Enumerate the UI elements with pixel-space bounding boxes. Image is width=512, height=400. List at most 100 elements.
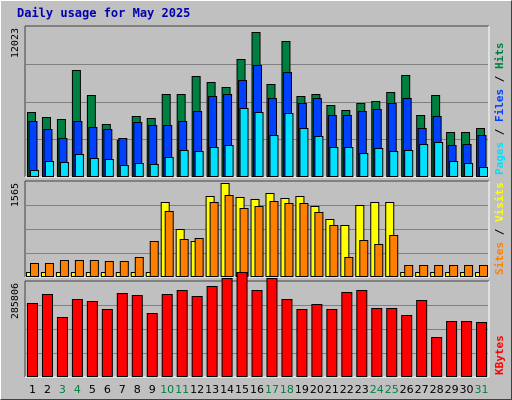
legend-visits: Visits	[493, 182, 506, 222]
legend-visits-sites: Sites / Visits	[493, 182, 506, 275]
pages-bar	[209, 147, 219, 177]
sites-bar	[434, 265, 444, 277]
sites-bar	[224, 195, 234, 277]
pages-bar	[254, 112, 264, 177]
pages-bar	[179, 150, 189, 177]
pages-bar	[164, 157, 174, 177]
day-label: 12	[190, 383, 204, 396]
day-label: 16	[250, 383, 264, 396]
kbytes-bar	[371, 308, 383, 377]
kbytes-bar	[341, 292, 353, 377]
day-label: 25	[385, 383, 399, 396]
day-label: 24	[370, 383, 384, 396]
kbytes-bar	[401, 315, 413, 377]
kbytes-bar	[446, 321, 458, 377]
sites-bar	[374, 244, 384, 277]
sites-bar	[164, 211, 174, 277]
files-bar	[28, 121, 38, 177]
kbytes-bar	[416, 300, 428, 377]
day-label: 28	[430, 383, 444, 396]
pages-bar	[44, 161, 54, 177]
pages-bar	[239, 108, 249, 177]
pages-bar	[224, 145, 234, 177]
pages-bar	[344, 147, 354, 177]
day-label: 6	[104, 383, 111, 396]
kbytes-bar	[131, 295, 143, 377]
day-label: 26	[400, 383, 414, 396]
pages-bar	[389, 151, 399, 177]
kbytes-bar	[86, 301, 98, 377]
visits-ymax-label: 1565	[10, 183, 21, 207]
pages-bar	[30, 170, 39, 177]
kbytes-bar	[326, 309, 338, 377]
pages-bar	[89, 158, 99, 177]
day-label: 2	[44, 383, 51, 396]
kbytes-bar	[476, 322, 488, 377]
day-label: 5	[89, 383, 96, 396]
day-label: 15	[235, 383, 249, 396]
sites-bar	[464, 265, 474, 277]
legend-pages: Pages	[493, 142, 506, 175]
kbytes-bar	[236, 272, 248, 377]
pages-bar	[329, 147, 339, 177]
sites-bar	[104, 261, 114, 277]
day-label: 14	[220, 383, 234, 396]
pages-bar	[134, 163, 144, 177]
pages-bar	[299, 128, 309, 177]
day-label: 21	[325, 383, 339, 396]
pages-bar	[74, 154, 84, 177]
chart-title: Daily usage for May 2025	[17, 6, 191, 20]
kbytes-bar	[56, 317, 68, 377]
sites-bar	[389, 235, 399, 277]
day-label: 20	[310, 383, 324, 396]
sites-bar	[329, 225, 339, 277]
sites-bar	[479, 265, 489, 277]
sites-bar	[299, 203, 309, 277]
day-label: 3	[59, 383, 66, 396]
kbytes-bar	[161, 294, 173, 377]
day-label: 13	[205, 383, 219, 396]
sites-bar	[359, 240, 369, 277]
legend-kbytes: KBytes	[493, 335, 506, 375]
kbytes-bar	[386, 308, 398, 377]
sites-bar	[194, 238, 204, 277]
hits-ymax-label: 12023	[10, 28, 21, 58]
pages-bar	[464, 163, 474, 177]
sites-bar	[134, 257, 144, 277]
sites-bar	[74, 260, 84, 277]
sites-bar	[449, 265, 459, 277]
day-label: 10	[160, 383, 174, 396]
pages-bar	[314, 136, 324, 177]
day-label: 17	[265, 383, 279, 396]
pages-bar	[284, 113, 294, 177]
day-label: 30	[460, 383, 474, 396]
kbytes-bar	[266, 278, 278, 377]
kbytes-bar	[356, 290, 368, 377]
pages-bar	[404, 150, 414, 177]
kbytes-bar	[461, 321, 473, 377]
day-label: 18	[280, 383, 294, 396]
pages-bar	[104, 159, 114, 177]
day-label: 1	[29, 383, 36, 396]
day-label: 23	[355, 383, 369, 396]
day-label: 4	[74, 383, 81, 396]
kbytes-bar	[71, 299, 83, 377]
sites-bar	[269, 201, 279, 277]
sites-bar	[59, 260, 69, 277]
day-label: 8	[134, 383, 141, 396]
sites-bar	[344, 257, 354, 277]
sites-bar	[314, 212, 324, 277]
sites-bar	[149, 241, 159, 277]
kbytes-ymax-label: 285806	[10, 283, 21, 319]
sites-bar	[119, 261, 129, 277]
sites-bar	[254, 206, 264, 277]
pages-bar	[419, 144, 429, 177]
kbytes-bar	[251, 290, 263, 377]
legend-sites: Sites	[493, 242, 506, 275]
pages-bar	[59, 162, 69, 177]
pages-bar	[119, 165, 129, 177]
kbytes-bar	[221, 278, 233, 377]
legend-kbytes: KBytes	[493, 335, 506, 375]
kbytes-bar	[296, 309, 308, 377]
